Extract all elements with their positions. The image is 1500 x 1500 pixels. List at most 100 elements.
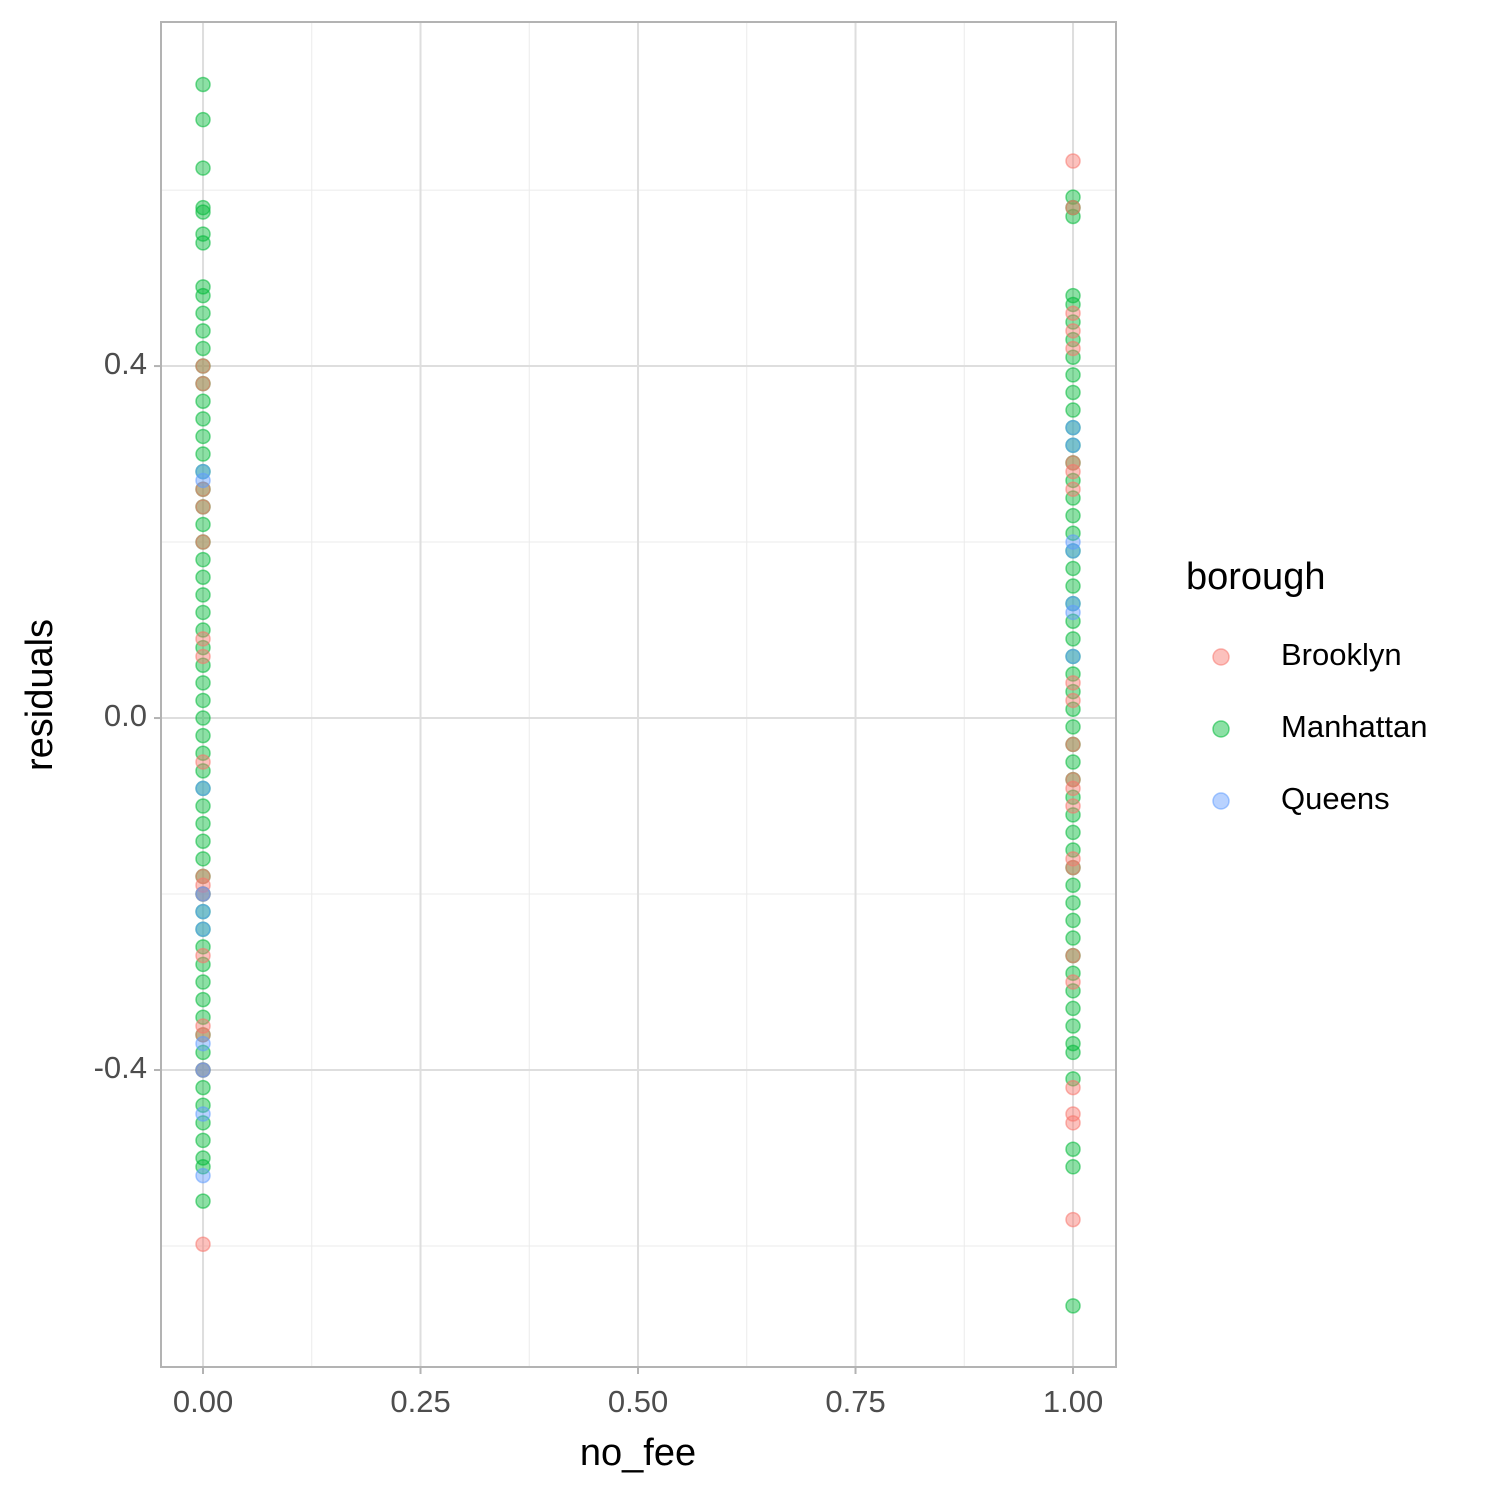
point [1065, 1141, 1081, 1157]
point [1065, 402, 1081, 418]
legend-title: borough [1186, 556, 1325, 598]
point [195, 76, 211, 93]
point [1065, 367, 1081, 383]
point [1065, 648, 1081, 665]
point [1065, 947, 1081, 964]
point [1065, 719, 1081, 735]
point [1065, 340, 1081, 357]
point [1065, 323, 1081, 339]
point [195, 472, 211, 489]
point [195, 903, 211, 920]
point [1065, 305, 1081, 322]
point [1065, 543, 1081, 559]
point [195, 833, 211, 849]
point [195, 340, 211, 357]
point [1065, 1044, 1081, 1061]
point [195, 411, 211, 427]
point [195, 692, 211, 709]
point [195, 815, 211, 832]
y-tick-label: -0.4 [94, 1050, 147, 1085]
point [195, 111, 211, 128]
x-tick-label: 0.25 [390, 1384, 450, 1419]
point [1065, 199, 1081, 216]
point [195, 675, 211, 691]
point [1065, 736, 1081, 753]
x-tick-label: 0.00 [173, 1384, 233, 1419]
point [195, 199, 211, 216]
point [1065, 895, 1081, 911]
point [195, 851, 211, 867]
legend-label: Brooklyn [1281, 637, 1402, 672]
point [195, 947, 211, 964]
point [195, 160, 211, 176]
point [195, 631, 211, 647]
point [195, 287, 211, 304]
point [195, 648, 211, 665]
legend-key [1212, 792, 1230, 810]
legend-label: Manhattan [1281, 709, 1428, 744]
point [195, 534, 211, 550]
point [1065, 780, 1081, 797]
point [195, 974, 211, 990]
point [195, 604, 211, 621]
point [1065, 1159, 1081, 1175]
point [1065, 675, 1081, 691]
point [1065, 912, 1081, 929]
point [1065, 798, 1081, 814]
point [1065, 384, 1081, 401]
y-axis-title: residuals [19, 619, 61, 771]
point [195, 727, 211, 744]
legend-key [1212, 720, 1230, 738]
x-tick-label: 0.50 [608, 1384, 668, 1419]
point [195, 375, 211, 392]
point [195, 1193, 211, 1209]
point [1065, 824, 1081, 841]
point [195, 551, 211, 568]
point [195, 516, 211, 533]
point [1065, 481, 1081, 498]
point [1065, 578, 1081, 594]
point [195, 204, 211, 220]
point [1065, 507, 1081, 524]
point [195, 1236, 211, 1252]
point [1065, 1079, 1081, 1096]
x-tick-label: 0.75 [825, 1384, 885, 1419]
point [1065, 437, 1081, 454]
point [1065, 754, 1081, 770]
point [1065, 463, 1081, 480]
point [195, 780, 211, 797]
point [1065, 692, 1081, 709]
point [1065, 153, 1081, 169]
point [195, 754, 211, 770]
point [195, 428, 211, 445]
panel-border [160, 21, 1117, 1368]
point [1065, 974, 1081, 990]
point [195, 710, 211, 726]
point [195, 499, 211, 515]
point [195, 1035, 211, 1052]
point [195, 1079, 211, 1096]
point [195, 323, 211, 339]
point [195, 587, 211, 603]
y-tick-label: 0.0 [104, 698, 147, 733]
point [1065, 1298, 1081, 1314]
legend-key [1212, 648, 1230, 666]
point [195, 886, 211, 902]
point [1065, 1211, 1081, 1228]
point [1065, 1000, 1081, 1017]
point [195, 921, 211, 937]
point [1065, 930, 1081, 946]
point [1065, 1115, 1081, 1131]
point [1065, 1018, 1081, 1034]
point [195, 991, 211, 1008]
legend-label: Queens [1281, 781, 1390, 816]
x-tick-label: 1.00 [1043, 1384, 1103, 1419]
point [1065, 859, 1081, 876]
point [195, 798, 211, 814]
point [195, 1106, 211, 1122]
point [195, 1132, 211, 1149]
point [1065, 419, 1081, 436]
point [195, 393, 211, 410]
point [195, 305, 211, 322]
